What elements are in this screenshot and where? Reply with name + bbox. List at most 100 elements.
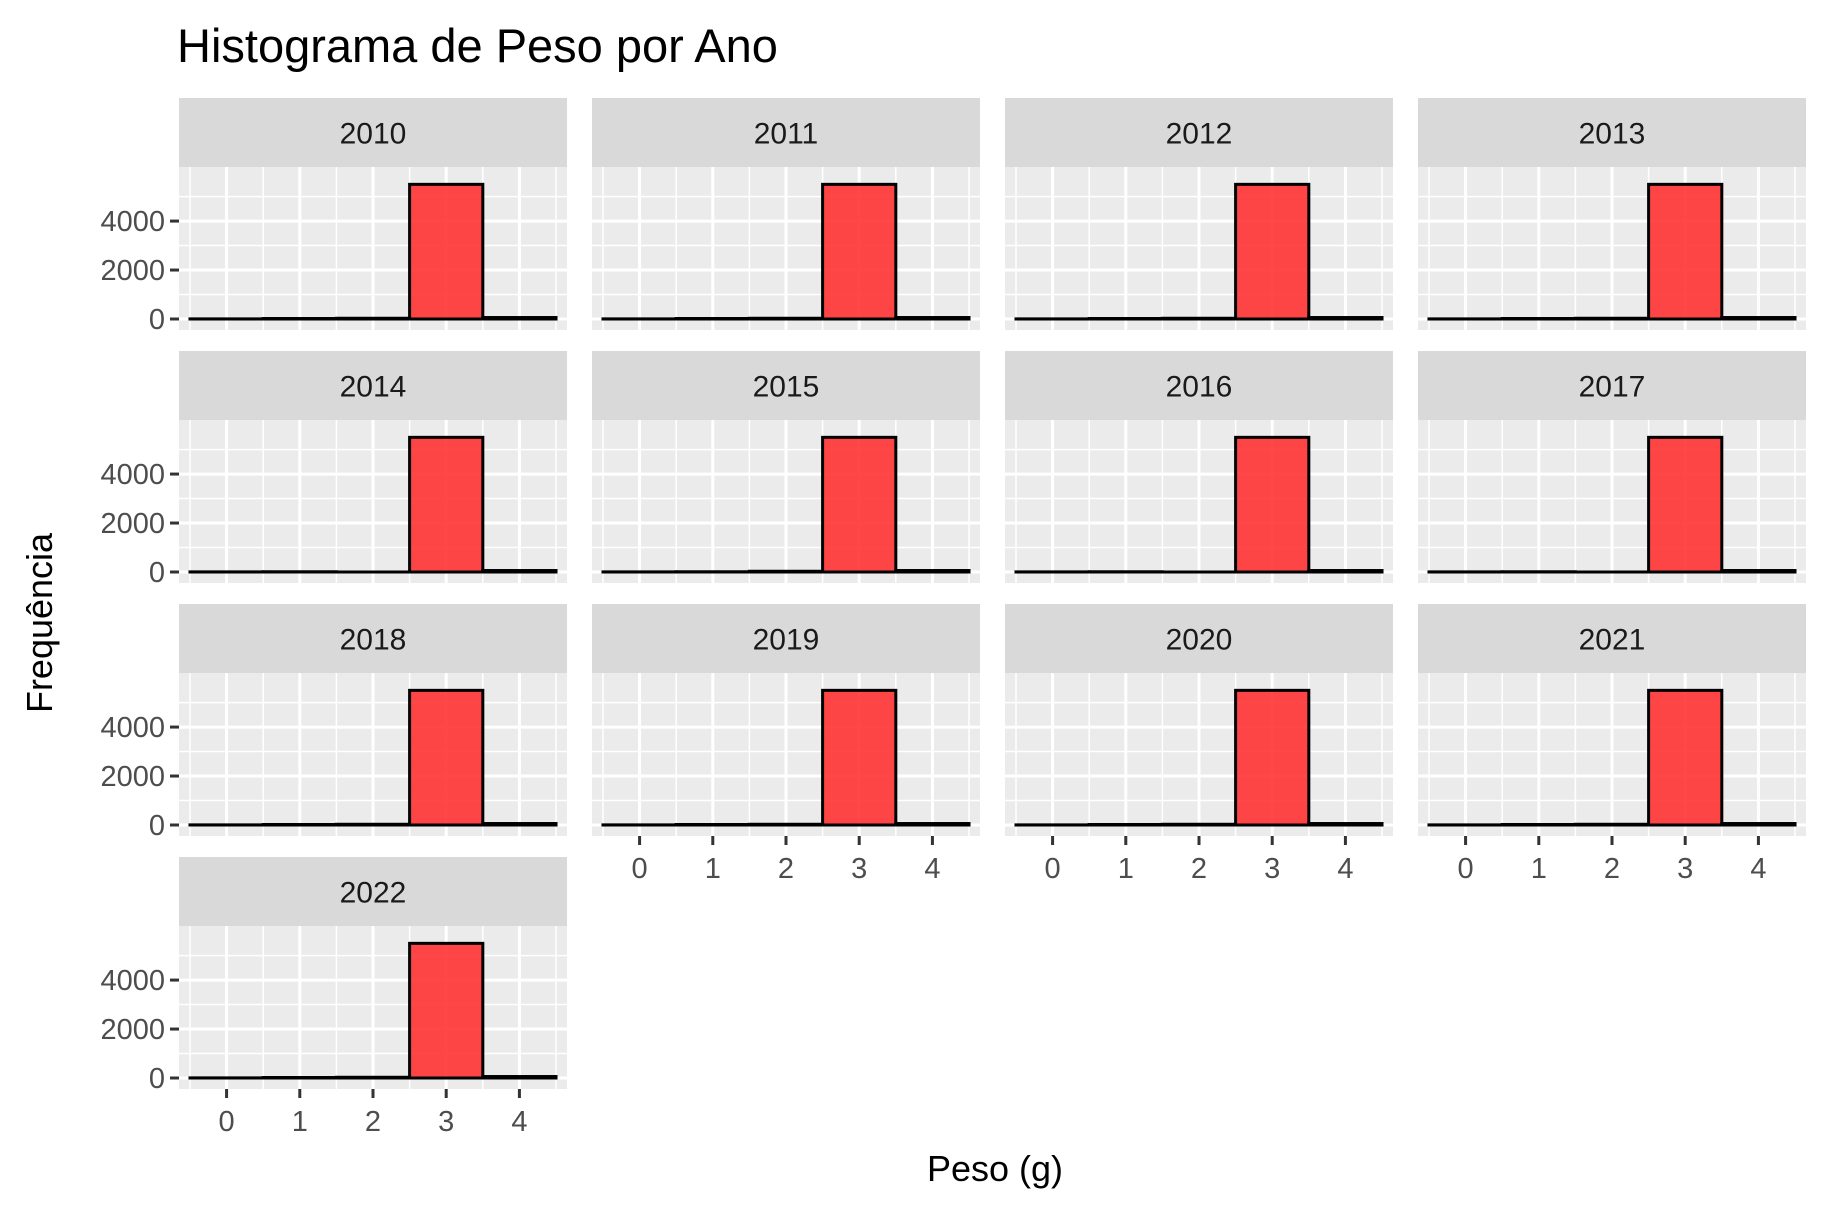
histogram-bar [894,569,971,574]
x-tick-label: 3 [438,1106,454,1138]
chart-title: Histograma de Peso por Ano [177,19,778,72]
histogram-bar [334,1075,412,1080]
x-tick-label: 1 [1118,853,1134,885]
histogram-bar [1234,435,1311,574]
histogram-bar [1720,822,1797,827]
histogram-bar [1720,569,1797,574]
facet-panel-2021: 2021 0 1 2 3 4 [1418,604,1806,885]
facet-panel-2015: 2015 [592,351,980,583]
y-tick-label: 4000 [100,459,165,491]
histogram-bar [747,822,825,827]
histogram-bar [894,316,971,321]
histogram-bar [481,569,558,574]
facet-strip-label: 2020 [1166,624,1233,657]
histogram-bar [821,182,898,321]
facet-strip [1418,604,1806,673]
x-tick-label: 2 [778,853,794,885]
facet-strip [179,98,567,167]
histogram-bar [1573,316,1651,321]
x-tick-label: 1 [1531,853,1547,885]
histogram-bar [481,316,558,321]
facet-strip-label: 2012 [1166,118,1233,151]
x-tick-label: 2 [1604,853,1620,885]
y-tick-label: 4000 [100,965,165,997]
facet-panel-2017: 2017 [1418,351,1806,583]
facet-strip-label: 2022 [340,877,407,910]
facet-strip-label: 2017 [1579,371,1646,404]
histogram-bar [1720,316,1797,321]
facet-panel-2014: 2014 0 2000 4000 [100,351,567,589]
facet-strip-label: 2011 [754,118,819,151]
facet-strip-label: 2021 [1579,624,1646,657]
x-axis-title: Peso (g) [927,1148,1063,1189]
facet-panel-2012: 2012 [1005,98,1393,330]
histogram-bar [408,182,485,321]
x-tick-label: 1 [705,853,721,885]
facet-strip-label: 2015 [753,371,820,404]
facet-panel-2022: 2022 0 2000 4000 0 1 2 3 4 [100,857,567,1138]
histogram-bar [894,822,971,827]
histogram-bar [1647,435,1724,574]
facet-strip [1418,351,1806,420]
x-tick-label: 4 [1337,853,1353,885]
facet-strip [1418,98,1806,167]
facet-strip-label: 2014 [340,371,407,404]
y-tick-label: 0 [149,557,165,589]
histogram-bar [1307,569,1384,574]
x-tick-label: 3 [851,853,867,885]
histogram-bar [1647,688,1724,827]
y-tick-label: 4000 [100,206,165,238]
x-tick-label: 3 [1264,853,1280,885]
y-tick-label: 0 [149,1063,165,1095]
facet-panel-2020: 2020 0 1 2 3 4 [1005,604,1393,885]
y-tick-label: 0 [149,810,165,842]
histogram-bar [1160,822,1238,827]
facet-strip-label: 2013 [1579,118,1646,151]
x-tick-label: 3 [1677,853,1693,885]
histogram-bar [747,316,825,321]
facet-panel-2016: 2016 [1005,351,1393,583]
histogram-bar [821,688,898,827]
facet-strip [179,604,567,673]
facet-strip [592,604,980,673]
y-tick-label: 2000 [100,255,165,287]
facet-strip [1005,98,1393,167]
histogram-bar [408,688,485,827]
facet-strip-label: 2019 [753,624,820,657]
facet-panel-2011: 2011 [592,98,980,330]
x-tick-label: 0 [1045,853,1061,885]
facet-strip [179,857,567,926]
histogram-bar [1307,316,1384,321]
facet-panel-2018: 2018 0 2000 4000 [100,604,567,842]
x-tick-label: 0 [219,1106,235,1138]
histogram-bar [1647,182,1724,321]
x-tick-label: 2 [1191,853,1207,885]
x-tick-label: 2 [365,1106,381,1138]
facet-strip-label: 2010 [340,118,407,151]
facet-strip-label: 2018 [340,624,407,657]
histogram-bar [408,941,485,1080]
x-tick-label: 0 [1458,853,1474,885]
facet-strip [1005,351,1393,420]
x-tick-label: 4 [1750,853,1766,885]
x-tick-label: 4 [511,1106,527,1138]
histogram-bar [1234,182,1311,321]
x-tick-label: 0 [632,853,648,885]
histogram-bar [481,1075,558,1080]
histogram-bar [1573,822,1651,827]
histogram-bar [1307,822,1384,827]
facet-strip [179,351,567,420]
facet-strip-label: 2016 [1166,371,1233,404]
histogram-bar [481,822,558,827]
y-tick-label: 2000 [100,508,165,540]
facet-panel-2010: 2010 0 2000 4000 [100,98,567,336]
facet-strip [592,98,980,167]
y-axis-title: Frequência [19,532,60,713]
histogram-bar [1234,688,1311,827]
y-tick-label: 2000 [100,1014,165,1046]
x-tick-label: 4 [924,853,940,885]
histogram-bar [747,569,825,574]
